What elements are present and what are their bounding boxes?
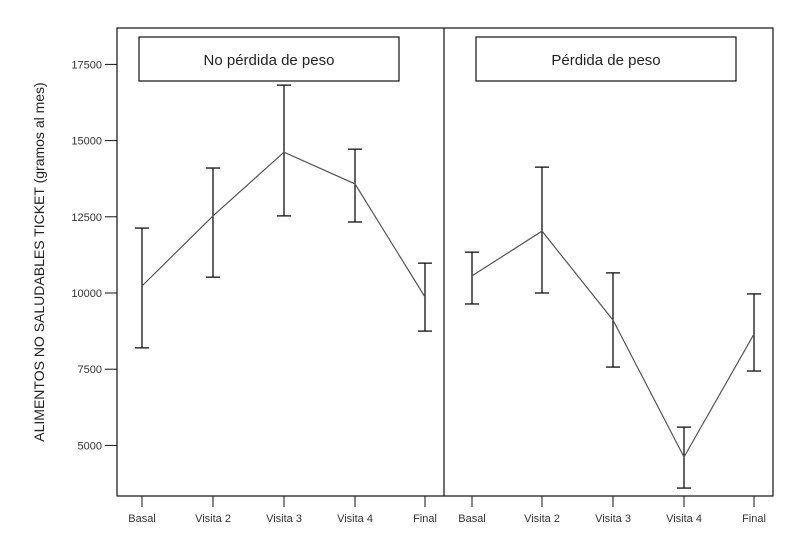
panels: No pérdida de peso Basal Visita 2 Visita 3 V… <box>128 36 766 525</box>
panel-title-box <box>138 36 400 82</box>
error-bar <box>418 262 432 332</box>
y-axis: 5000 7500 10000 12500 15000 17500 <box>71 59 117 452</box>
y-tick-label: 17500 <box>71 59 102 71</box>
error-bar <box>277 84 291 217</box>
y-tick-label: 5000 <box>78 440 102 452</box>
y-tick-label: 15000 <box>71 136 102 148</box>
x-tick-label: Visita 3 <box>595 513 631 525</box>
x-tick-label: Visita 4 <box>666 513 702 525</box>
x-tick-label: Final <box>413 513 437 525</box>
error-bar <box>348 148 362 223</box>
error-bar <box>747 293 761 372</box>
x-tick-label: Visita 3 <box>266 513 302 525</box>
x-tick-label: Visita 4 <box>337 513 373 525</box>
x-tick-label: Visita 2 <box>524 513 560 525</box>
error-bar <box>465 251 479 305</box>
y-tick-label: 12500 <box>71 212 102 224</box>
y-tick-label: 7500 <box>78 364 102 376</box>
x-tick-label: Final <box>742 513 766 525</box>
mean-line <box>471 230 755 459</box>
mean-line <box>141 151 426 298</box>
error-bar <box>535 166 549 294</box>
panel-weight-loss: Pérdida de peso Basal Visita 2 Visita 3 Visi… <box>458 36 766 525</box>
panel-title: No pérdida de peso <box>204 52 335 69</box>
x-tick-label: Basal <box>458 513 486 525</box>
plot-border <box>116 27 774 497</box>
panel-title-box <box>475 36 737 82</box>
y-tick-label: 10000 <box>71 288 102 300</box>
y-axis-label: ALIMENTOS NO SALUDABLES TICKET (gramos a… <box>31 82 47 441</box>
x-tick-label: Visita 2 <box>195 513 231 525</box>
panel-no-weight-loss: No pérdida de peso Basal Visita 2 Visita 3 V… <box>128 36 437 525</box>
error-bar <box>135 227 149 349</box>
x-tick-label: Basal <box>128 513 156 525</box>
error-bar <box>206 167 220 278</box>
panel-title: Pérdida de peso <box>551 52 660 69</box>
plot-frame <box>116 27 774 497</box>
